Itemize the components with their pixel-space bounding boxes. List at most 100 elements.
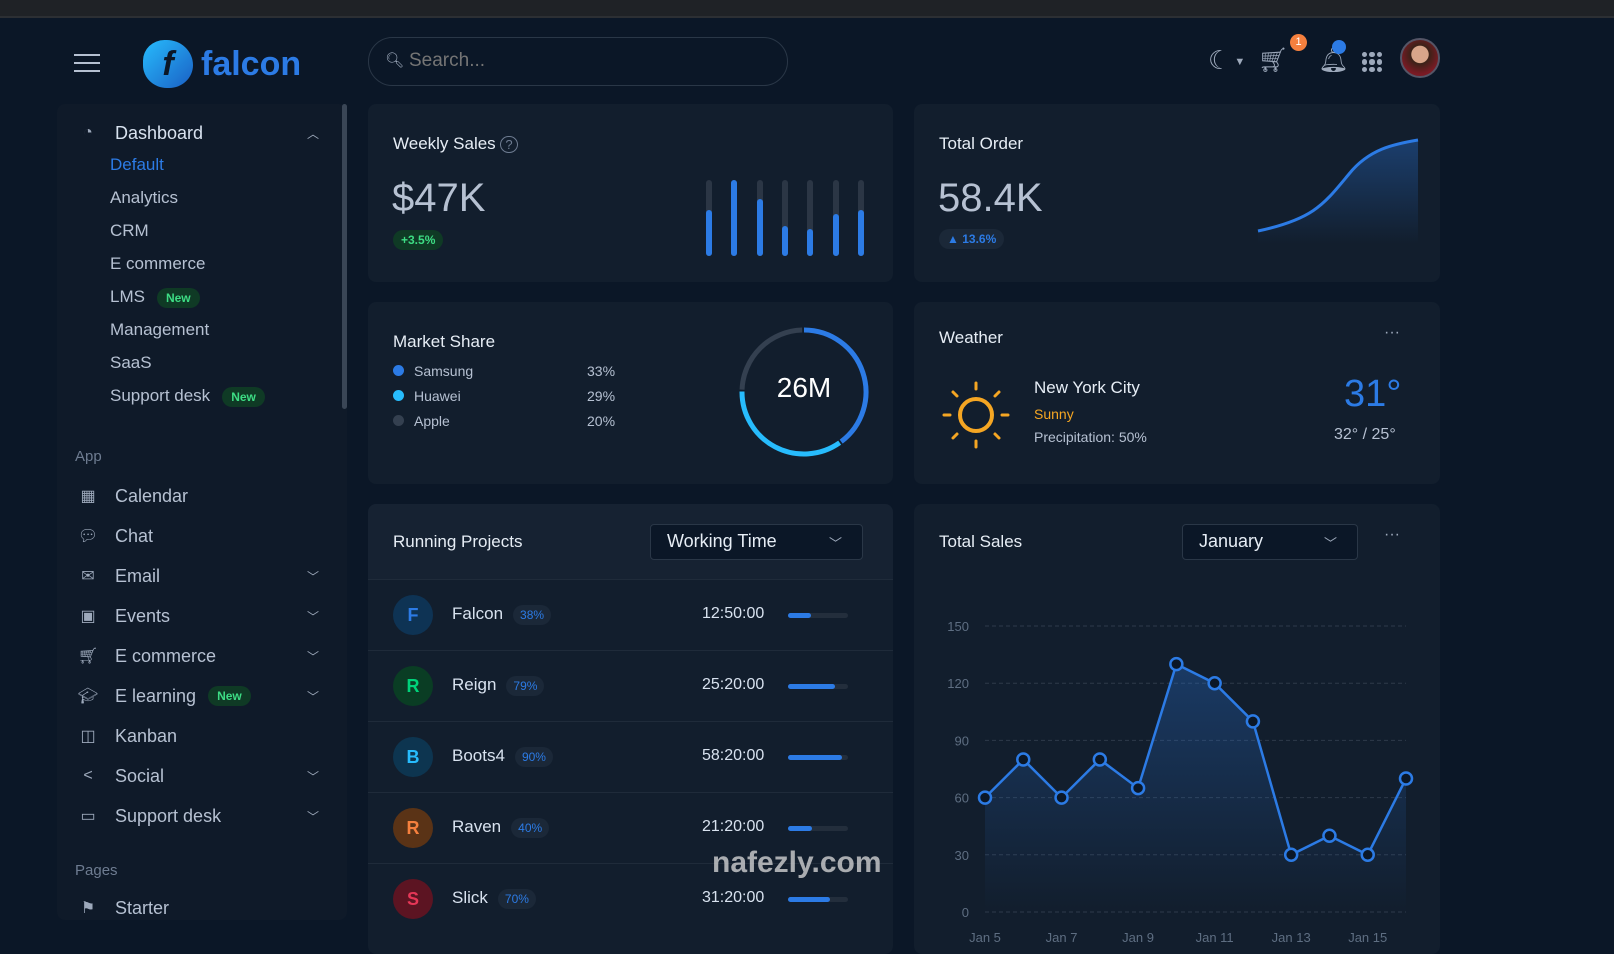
notifications-button[interactable]: 🔔︎ (1318, 40, 1348, 75)
market-share-legend-item: Apple 20% (393, 413, 623, 429)
sidebar-item-events[interactable]: ▣ Events ﹀ (57, 601, 347, 631)
sidebar-subitem-crm[interactable]: CRM (110, 221, 149, 240)
data-point[interactable] (1130, 780, 1146, 796)
chevron-down-icon: ﹀ (306, 809, 319, 824)
project-time: 31:20:00 (702, 889, 765, 906)
project-row[interactable]: B Boots4 90% 58:20:00 (368, 721, 893, 792)
weekly-sales-bar (832, 180, 839, 256)
project-row[interactable]: R Reign 79% 25:20:00 (368, 650, 893, 721)
more-options-icon[interactable]: ··· (1384, 324, 1400, 341)
data-point[interactable] (1016, 752, 1031, 767)
project-avatar: F (393, 595, 433, 635)
sidebar-item-support-desk[interactable]: ▭ Support desk ﹀ (57, 801, 347, 831)
project-percent-badge: 70% (497, 889, 536, 909)
project-percent-badge: 90% (514, 747, 553, 767)
project-row[interactable]: R Raven 40% 21:20:00 (368, 792, 893, 863)
total-sales-card: Total Sales January ﹀ ··· 0 30 60 90 120 150 Ja… (914, 504, 1440, 954)
project-progress-bar (788, 613, 848, 618)
menu-icon[interactable] (74, 54, 100, 72)
donut-slice-apple (739, 327, 803, 390)
sidebar-item-elearning[interactable]: 🎓︎ E learning New ﹀ (57, 681, 347, 711)
data-point[interactable] (1360, 847, 1375, 863)
caret-up-icon: ▲ (947, 232, 959, 246)
sidebar-subitem-lms[interactable]: LMS New (110, 287, 200, 308)
sidebar-item-calendar[interactable]: ▦ Calendar (57, 481, 347, 511)
data-point[interactable] (1322, 828, 1337, 843)
sidebar-scrollbar[interactable] (342, 104, 347, 409)
project-name: Boots4 (452, 746, 505, 765)
market-share-title: Market Share (393, 332, 496, 351)
envelope-icon: ✉ (81, 568, 95, 585)
donut-slice-samsung (803, 327, 869, 444)
data-point[interactable] (1092, 752, 1108, 767)
cart-badge: 1 (1290, 34, 1307, 51)
data-point[interactable] (1245, 714, 1261, 729)
theme-toggle[interactable]: ☾ ▼ (1208, 45, 1245, 76)
sidebar-item-starter[interactable]: ⚑ Starter (57, 893, 347, 923)
avatar[interactable] (1400, 38, 1440, 78)
cart-button[interactable]: 🛒︎ (1258, 46, 1288, 76)
moon-icon: ☾ (1208, 45, 1232, 75)
data-point[interactable] (1283, 847, 1299, 863)
x-tick-label: Jan 7 (1046, 930, 1078, 944)
data-point[interactable] (1398, 771, 1414, 786)
x-tick-label: Jan 9 (1122, 930, 1154, 944)
sidebar-subitem-saas[interactable]: SaaS (110, 353, 152, 372)
sidebar-subitem-support-desk[interactable]: Support desk New (110, 386, 265, 407)
notification-dot (1332, 40, 1346, 54)
sidebar-item-dashboard[interactable]: ◔ Dashboard ︿ (57, 118, 347, 148)
sidebar-subitem-default[interactable]: Default (110, 155, 164, 174)
data-point[interactable] (1054, 790, 1069, 805)
more-options-icon[interactable]: ··· (1384, 526, 1400, 543)
month-select[interactable]: January ﹀ (1182, 524, 1358, 560)
sidebar-heading-pages: Pages (75, 862, 118, 879)
y-tick-label: 60 (955, 791, 969, 806)
sidebar-item-ecommerce[interactable]: 🛒︎ E commerce ﹀ (57, 641, 347, 671)
logo-icon: f (143, 40, 193, 88)
project-row[interactable]: F Falcon 38% 12:50:00 (368, 579, 893, 650)
project-avatar: R (393, 666, 433, 706)
market-share-total: 26M (776, 372, 832, 403)
sidebar-item-kanban[interactable]: ◫ Kanban (57, 721, 347, 751)
search-icon: 🔍︎ (385, 52, 405, 69)
sidebar-subitem-management[interactable]: Management (110, 320, 210, 339)
watermark: nafezly.com (712, 846, 882, 879)
project-row[interactable]: S Slick 70% 31:20:00 (368, 863, 893, 934)
search-box[interactable]: 🔍︎ (368, 37, 788, 86)
project-progress-bar (788, 897, 848, 902)
sidebar-item-chat[interactable]: 💬︎ Chat (57, 521, 347, 551)
y-tick-label: 30 (955, 848, 969, 863)
weekly-sales-bar (756, 180, 763, 256)
working-time-select[interactable]: Working Time ﹀ (650, 524, 863, 560)
chevron-down-icon: ﹀ (306, 569, 319, 584)
project-name: Falcon (452, 604, 504, 623)
weather-condition: Sunny (1034, 406, 1074, 422)
sidebar: ◔ Dashboard ︿ Default Analytics CRM E comm… (57, 104, 347, 920)
data-point[interactable] (1207, 675, 1222, 691)
logo[interactable]: f falcon (143, 40, 301, 88)
calendar-icon: ▦ (80, 488, 96, 505)
weather-temperature: 31° (1344, 373, 1402, 415)
sidebar-subitem-analytics[interactable]: Analytics (110, 188, 179, 207)
search-input[interactable] (409, 48, 769, 74)
project-progress-bar (788, 684, 848, 689)
data-point[interactable] (1169, 656, 1184, 672)
legend-dot (393, 415, 404, 426)
data-point[interactable] (977, 790, 993, 805)
project-avatar: B (393, 737, 433, 777)
apps-grid-icon[interactable] (1362, 52, 1382, 72)
project-percent-badge: 79% (506, 676, 545, 696)
legend-dot (393, 390, 404, 401)
y-tick-label: 150 (947, 619, 969, 634)
legend-dot (393, 365, 404, 376)
sidebar-item-email[interactable]: ✉ Email ﹀ (57, 561, 347, 591)
project-avatar: R (393, 808, 433, 848)
new-badge: New (208, 686, 251, 706)
cart-icon: 🛒︎ (1258, 47, 1289, 74)
sidebar-subitem-ecommerce[interactable]: E commerce (110, 254, 206, 273)
weather-title: Weather (939, 328, 1003, 347)
new-badge: New (222, 387, 265, 407)
sidebar-item-social[interactable]: < Social ﹀ (57, 761, 347, 791)
market-share-legend-item: Samsung 33% (393, 363, 623, 379)
help-icon[interactable]: ? (500, 136, 518, 153)
